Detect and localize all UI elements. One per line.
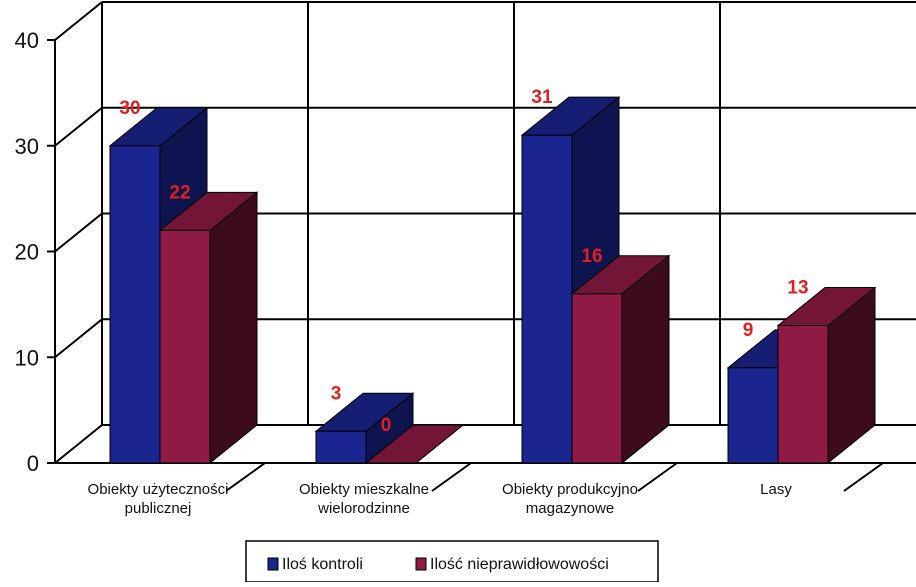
bar-side-1-0 (209, 191, 258, 465)
y-tick-label-0: 0 (27, 451, 39, 476)
data-label-1-0: 22 (169, 182, 190, 203)
x-tick-mark-3 (637, 462, 678, 492)
category-label-0-line-1: publicznej (125, 500, 192, 517)
bar-front-1-3 (777, 325, 829, 464)
category-label-0: Obiekty użyteczności publicznej (88, 481, 229, 517)
data-label-0-3: 9 (743, 320, 754, 341)
bar-front-1-2 (571, 293, 623, 464)
x-tick-mark-2 (431, 462, 472, 492)
data-label-0-2: 31 (531, 87, 553, 108)
bar-front-1-0 (159, 229, 211, 464)
category-labels: Obiekty użyteczności publicznej Obiekty mi… (88, 481, 793, 517)
x-tick-mark-1 (225, 462, 266, 492)
category-label-2-line-1: magazynowe (526, 500, 614, 517)
data-label-1-3: 13 (787, 278, 808, 299)
data-label-0-0: 30 (119, 98, 140, 119)
legend: Iloś kontroli Ilość nieprawidłowowości (245, 540, 659, 583)
y-tick-label-20: 20 (15, 240, 39, 265)
legend-label-1: Ilość nieprawidłowowości (430, 556, 609, 573)
legend-box (245, 540, 659, 583)
gridline-left-20 (54, 212, 103, 253)
bar-front-0-1 (315, 430, 367, 464)
y-tick-label-10: 10 (15, 345, 39, 370)
category-label-3: Lasy (760, 481, 792, 498)
bar-front-0-2 (521, 134, 573, 464)
legend-label-0: Iloś kontroli (282, 556, 363, 573)
category-label-2-line-0: Obiekty produkcyjno (502, 481, 638, 498)
category-label-1-line-1: wielorodzinne (317, 500, 410, 517)
category-label-0-line-0: Obiekty użyteczności (88, 481, 229, 498)
x-tick-mark-4 (843, 462, 884, 492)
legend-swatch-1 (415, 557, 427, 571)
category-label-1: Obiekty mieszkalne wielorodzinne (299, 481, 429, 517)
category-label-2: Obiekty produkcyjno magazynowe (502, 481, 638, 517)
gridline-left-40 (54, 1, 103, 41)
legend-swatch-0 (267, 557, 279, 571)
bar-front-0-0 (109, 145, 161, 464)
category-label-3-line-0: Lasy (760, 481, 792, 498)
gridline-left-30 (54, 106, 103, 147)
gridline-left-10 (54, 318, 103, 359)
bars (108, 96, 877, 465)
data-label-0-1: 3 (331, 383, 342, 404)
bar-top-1-1 (364, 424, 465, 464)
data-label-1-2: 16 (581, 246, 602, 267)
data-label-1-1: 0 (381, 415, 392, 436)
y-tick-label-30: 30 (15, 134, 39, 159)
category-label-1-line-0: Obiekty mieszkalne (299, 481, 429, 498)
y-tick-label-40: 40 (15, 28, 39, 53)
bar-front-0-3 (727, 367, 779, 464)
gridline-left-0 (54, 424, 103, 464)
